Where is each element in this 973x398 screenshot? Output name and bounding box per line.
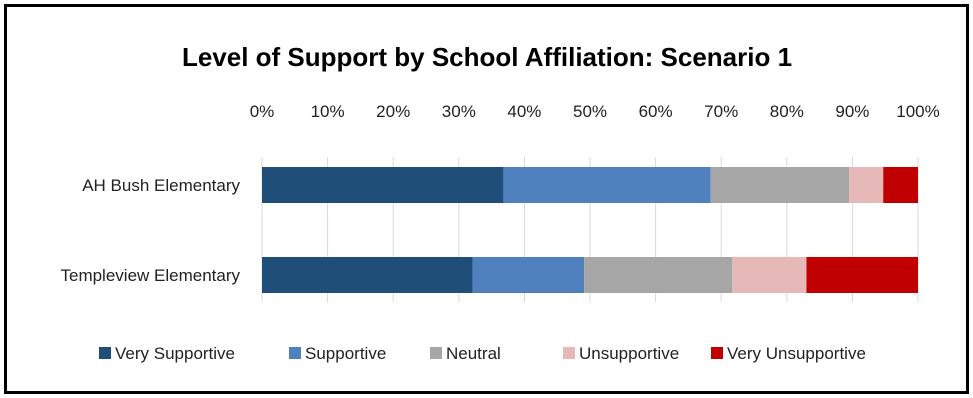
- x-tick-label: 20%: [376, 102, 410, 121]
- x-tick-label: 90%: [835, 102, 869, 121]
- x-tick-label: 30%: [442, 102, 476, 121]
- legend-label: Supportive: [305, 344, 386, 363]
- bar-segment: [883, 167, 918, 203]
- x-tick-label: 40%: [507, 102, 541, 121]
- stacked-bar-chart: Level of Support by School Affiliation: …: [60, 42, 940, 363]
- x-tick-label: 0%: [250, 102, 275, 121]
- bar-segment: [710, 167, 850, 203]
- category-label: AH Bush Elementary: [82, 176, 240, 195]
- legend-swatch: [711, 347, 723, 359]
- legend: Very Supportive Supportive Neutral Unsuppor…: [99, 344, 866, 363]
- x-axis-tick-labels: 0% 10% 20% 30% 40% 50% 60% 70% 80% 90% 100%: [250, 102, 940, 121]
- x-tick-label: 60%: [639, 102, 673, 121]
- x-tick-label: 50%: [573, 102, 607, 121]
- legend-label: Neutral: [446, 344, 501, 363]
- bars: [262, 167, 918, 293]
- bar-segment: [262, 257, 473, 293]
- bar-segment: [849, 167, 884, 203]
- legend-swatch: [563, 347, 575, 359]
- legend-swatch: [289, 347, 301, 359]
- bar-segment: [262, 167, 504, 203]
- chart-frame: Level of Support by School Affiliation: …: [4, 4, 969, 394]
- legend-label: Very Unsupportive: [727, 344, 866, 363]
- legend-label: Unsupportive: [579, 344, 679, 363]
- legend-swatch: [430, 347, 442, 359]
- bar-segment: [732, 257, 807, 293]
- x-tick-label: 80%: [770, 102, 804, 121]
- y-axis-category-labels: AH Bush Elementary Templeview Elementary: [60, 176, 240, 285]
- legend-swatch: [99, 347, 111, 359]
- bar-segment: [584, 257, 733, 293]
- category-label: Templeview Elementary: [60, 266, 240, 285]
- x-tick-label: 10%: [311, 102, 345, 121]
- bar-segment: [503, 167, 711, 203]
- x-tick-label: 100%: [896, 102, 939, 121]
- x-tick-label: 70%: [704, 102, 738, 121]
- chart-title: Level of Support by School Affiliation: …: [182, 42, 792, 72]
- bar-segment: [472, 257, 585, 293]
- bar-segment: [806, 257, 918, 293]
- legend-label: Very Supportive: [115, 344, 235, 363]
